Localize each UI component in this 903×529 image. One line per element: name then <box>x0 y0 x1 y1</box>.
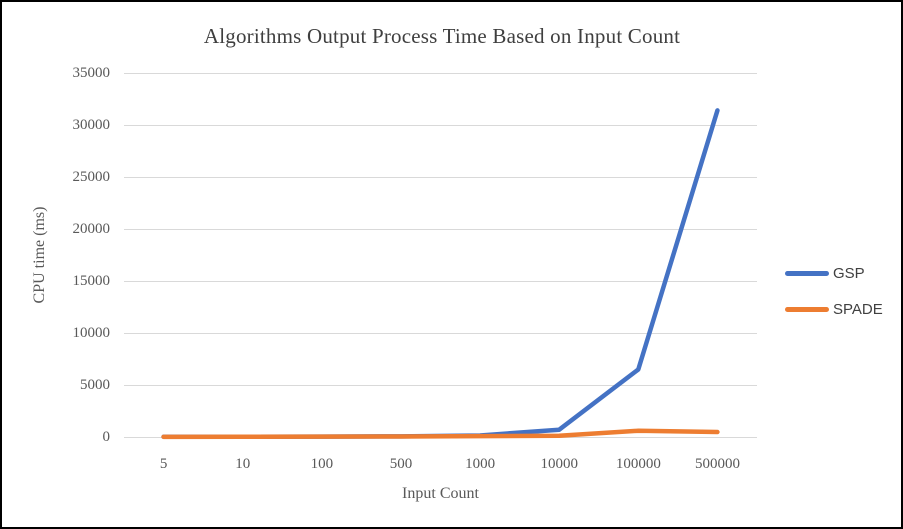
x-tick-label: 100 <box>310 456 334 472</box>
x-tick-label: 500000 <box>694 456 740 472</box>
y-tick-label: 30000 <box>72 117 111 133</box>
legend-label-gsp: GSP <box>833 264 865 282</box>
y-tick-label: 0 <box>102 429 111 445</box>
y-axis-title: CPU time (ms) <box>31 206 48 304</box>
x-tick-label: 1000 <box>465 456 496 472</box>
series-line-gsp <box>161 108 720 440</box>
y-tick-label: 5000 <box>80 377 110 393</box>
series-line-spade <box>161 428 720 440</box>
chart-title: Algorithms Output Process Time Based on … <box>203 24 681 48</box>
y-tick-label: 15000 <box>72 273 111 289</box>
gsp-line-swatch <box>785 270 829 276</box>
x-tick-label: 10000 <box>540 456 578 472</box>
x-tick-label: 10 <box>235 456 251 472</box>
spade-line-swatch <box>785 306 829 312</box>
y-tick-label: 20000 <box>72 221 111 237</box>
x-axis-title: Input Count <box>402 485 479 502</box>
y-tick-label: 35000 <box>72 65 111 81</box>
legend: GSP SPADE <box>785 262 883 334</box>
legend-item-spade: SPADE <box>785 298 883 320</box>
y-tick-label: 25000 <box>72 169 111 185</box>
legend-label-spade: SPADE <box>833 300 883 318</box>
legend-item-gsp: GSP <box>785 262 883 284</box>
x-tick-label: 5 <box>159 456 168 472</box>
y-tick-label: 10000 <box>72 325 111 341</box>
x-tick-label: 500 <box>389 456 413 472</box>
x-tick-label: 100000 <box>615 456 661 472</box>
